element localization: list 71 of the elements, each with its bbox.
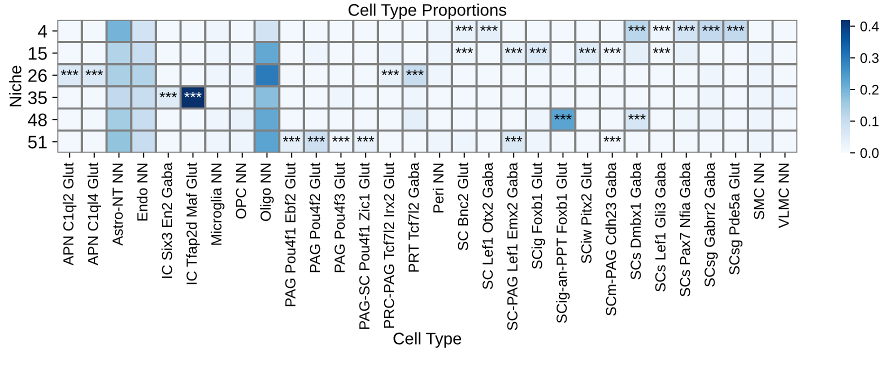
x-tick-label: SCig-an-PPT Foxb1 Glut (556, 162, 570, 323)
data-label: *** (652, 48, 670, 54)
x-tick-label: Peri NN (432, 164, 444, 212)
data-label: *** (456, 25, 473, 31)
x-tick-label: PAG Pou4f3 Glut (334, 162, 345, 272)
x-tick-label: SCsg Gabrr2 Gaba (704, 162, 718, 287)
x-tick-label: PRT Tcf7l2 Gaba (408, 162, 419, 272)
data-label: *** (406, 70, 424, 76)
data-label: *** (60, 70, 78, 76)
y-tick-label: 48 (28, 114, 47, 126)
x-tick-label: SCig Foxb1 Glut (531, 162, 546, 269)
data-label: *** (554, 114, 572, 120)
x-tick-label: SCsg Pde5a Glut (728, 162, 742, 275)
y-tick-label: 15 (28, 47, 47, 60)
data-label: *** (282, 136, 300, 142)
x-tick-label: SMC NN (754, 164, 764, 220)
x-tick-label: OPC NN (236, 164, 246, 219)
data-label: *** (678, 25, 695, 31)
y-tick-label: 51 (28, 136, 47, 148)
data-label: *** (604, 48, 621, 54)
data-label: *** (504, 136, 522, 142)
x-tick-label: PRC-PAG Tcf7l2 Irx2 Glut (383, 162, 394, 328)
data-label: *** (184, 92, 202, 98)
color-bar-label: 0.2 (860, 84, 878, 95)
y-tick-label: 35 (28, 91, 47, 104)
data-label: *** (160, 92, 177, 98)
x-tick-label: SC Lef1 Otx2 Gaba (482, 162, 493, 290)
y-tick-label: 4 (38, 25, 48, 38)
data-label: *** (628, 25, 646, 31)
x-tick-label: PAG-SC Pou4f1 Zic1 Glut (358, 162, 370, 329)
data-label: *** (604, 136, 621, 142)
x-tick-label: APN C1ql2 Glut (62, 162, 76, 266)
data-label: *** (702, 25, 720, 31)
data-label: *** (504, 48, 522, 54)
chart-title: Cell Type Proportions (348, 4, 506, 20)
data-label: *** (356, 136, 374, 142)
x-tick-label: Oligo NN (260, 164, 274, 221)
x-tick-label: SCiw Pitx2 Glut (580, 162, 592, 264)
data-label: *** (726, 25, 744, 31)
data-label: *** (456, 48, 473, 54)
data-label: *** (332, 136, 350, 142)
data-label: *** (382, 70, 399, 76)
data-label: *** (480, 25, 498, 31)
x-tick-label: SCm-PAG Cdh23 Gaba (606, 162, 616, 316)
x-tick-label: SC Bnc2 Glut (457, 162, 468, 250)
x-tick-label: IC Six3 En2 Gaba (161, 162, 172, 278)
x-tick-label: SC-PAG Lef1 Emx2 Gaba (506, 162, 518, 330)
x-tick-label: APN C1ql4 Glut (87, 162, 102, 266)
x-tick-label: Astro-NT NN (112, 164, 123, 246)
x-tick-label: SCs Lef1 Gli3 Gaba (654, 162, 666, 292)
x-axis-title: Cell Type (394, 332, 462, 348)
data-label: *** (628, 114, 646, 120)
color-bar-label: 0.4 (860, 22, 879, 32)
data-label: *** (578, 48, 596, 54)
y-axis-title: Niche (9, 66, 22, 106)
x-tick-label: IC Tfap2d Maf Glut (186, 162, 200, 284)
x-tick-label: VLMC NN (778, 164, 789, 228)
x-tick-label: PAG Pou4f2 Glut (309, 162, 320, 272)
color-bar-label: 0.0 (860, 148, 879, 158)
x-tick-label: SCs Dmbx1 Gaba (630, 162, 641, 280)
x-tick-label: Endo NN (136, 164, 148, 220)
y-tick-label: 26 (28, 69, 47, 82)
data-label: *** (308, 136, 325, 142)
data-label: *** (652, 25, 670, 31)
x-tick-label: Microglia NN (210, 164, 224, 245)
color-bar-label: 0.1 (860, 116, 879, 126)
data-label: *** (86, 70, 103, 76)
color-bar-label: 0.3 (860, 53, 879, 64)
x-tick-label: PAG Pou4f1 Ebf2 Glut (284, 162, 296, 306)
x-tick-label: SCs Pax7 Nfia Gaba (680, 162, 690, 296)
data-label: *** (530, 48, 547, 54)
